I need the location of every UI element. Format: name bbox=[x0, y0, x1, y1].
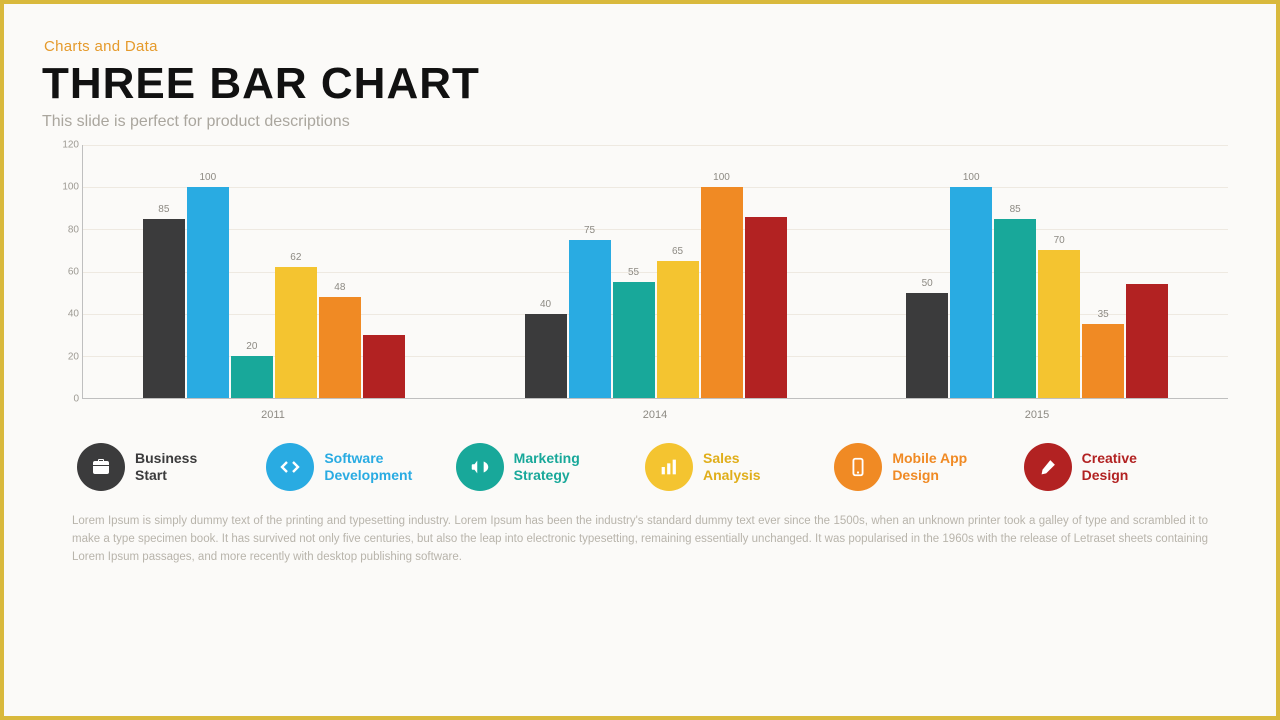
legend-label: BusinessStart bbox=[135, 450, 197, 484]
chart-group: 50100857035 bbox=[846, 145, 1228, 398]
chart-bar-label: 70 bbox=[1054, 235, 1065, 246]
chart-ytick: 60 bbox=[55, 267, 79, 278]
megaphone-icon bbox=[456, 443, 504, 491]
chart-bar: 65 bbox=[657, 261, 699, 398]
bars-icon bbox=[645, 443, 693, 491]
briefcase-icon bbox=[77, 443, 125, 491]
chart-bar: 100 bbox=[187, 187, 229, 398]
chart-bar bbox=[745, 217, 787, 398]
chart-bar-label: 62 bbox=[290, 252, 301, 263]
chart-bar-label: 85 bbox=[1010, 204, 1021, 215]
legend-item: Mobile AppDesign bbox=[834, 443, 1013, 491]
chart-xlabel: 2014 bbox=[464, 403, 846, 425]
chart-ytick: 40 bbox=[55, 309, 79, 320]
chart-bar: 35 bbox=[1082, 324, 1124, 398]
chart-xlabels: 201120142015 bbox=[82, 403, 1228, 425]
chart-group: 40755565100 bbox=[465, 145, 847, 398]
chart-xlabel: 2011 bbox=[82, 403, 464, 425]
legend-item: BusinessStart bbox=[77, 443, 256, 491]
code-icon bbox=[266, 443, 314, 491]
chart-bar: 85 bbox=[143, 219, 185, 398]
chart-bar-label: 100 bbox=[199, 172, 216, 183]
legend-label: CreativeDesign bbox=[1082, 450, 1137, 484]
brush-icon bbox=[1024, 443, 1072, 491]
bar-chart: 851002062484075556510050100857035 020406… bbox=[54, 145, 1228, 425]
slide-frame: Charts and Data THREE BAR CHART This sli… bbox=[0, 0, 1280, 720]
chart-bar: 100 bbox=[950, 187, 992, 398]
chart-bar bbox=[363, 335, 405, 398]
chart-groups: 851002062484075556510050100857035 bbox=[83, 145, 1228, 398]
legend-item: SoftwareDevelopment bbox=[266, 443, 445, 491]
chart-plot-area: 851002062484075556510050100857035 020406… bbox=[82, 145, 1228, 399]
legend-item: MarketingStrategy bbox=[456, 443, 635, 491]
chart-bar-label: 35 bbox=[1098, 309, 1109, 320]
chart-bar-label: 65 bbox=[672, 246, 683, 257]
chart-bar-label: 50 bbox=[922, 278, 933, 289]
page-title: THREE BAR CHART bbox=[42, 59, 1238, 109]
chart-bar-label: 75 bbox=[584, 225, 595, 236]
chart-ytick: 80 bbox=[55, 224, 79, 235]
legend-label: MarketingStrategy bbox=[514, 450, 580, 484]
body-text: Lorem Ipsum is simply dummy text of the … bbox=[72, 513, 1208, 566]
chart-bar: 20 bbox=[231, 356, 273, 398]
chart-bar bbox=[1126, 284, 1168, 398]
chart-ytick: 20 bbox=[55, 351, 79, 362]
chart-bar-label: 20 bbox=[246, 341, 257, 352]
chart-legend: BusinessStart SoftwareDevelopment Marketin… bbox=[77, 443, 1203, 491]
chart-ytick: 100 bbox=[55, 182, 79, 193]
mobile-icon bbox=[834, 443, 882, 491]
subtitle: This slide is perfect for product descri… bbox=[42, 113, 1238, 131]
chart-ytick: 0 bbox=[55, 394, 79, 405]
chart-bar: 48 bbox=[319, 297, 361, 398]
chart-bar: 62 bbox=[275, 267, 317, 398]
legend-label: SoftwareDevelopment bbox=[324, 450, 412, 484]
kicker: Charts and Data bbox=[44, 38, 1238, 55]
chart-bar-label: 100 bbox=[713, 172, 730, 183]
chart-bar: 75 bbox=[569, 240, 611, 398]
legend-label: SalesAnalysis bbox=[703, 450, 761, 484]
chart-bar-label: 55 bbox=[628, 267, 639, 278]
chart-bar: 55 bbox=[613, 282, 655, 398]
chart-ytick: 120 bbox=[55, 140, 79, 151]
chart-bar-label: 40 bbox=[540, 299, 551, 310]
chart-bar-label: 85 bbox=[158, 204, 169, 215]
chart-bar: 50 bbox=[906, 293, 948, 398]
chart-bar: 70 bbox=[1038, 250, 1080, 398]
chart-bar: 85 bbox=[994, 219, 1036, 398]
chart-bar-label: 48 bbox=[334, 282, 345, 293]
legend-item: CreativeDesign bbox=[1024, 443, 1203, 491]
legend-label: Mobile AppDesign bbox=[892, 450, 967, 484]
chart-xlabel: 2015 bbox=[846, 403, 1228, 425]
chart-group: 85100206248 bbox=[83, 145, 465, 398]
chart-bar: 100 bbox=[701, 187, 743, 398]
legend-item: SalesAnalysis bbox=[645, 443, 824, 491]
chart-bar: 40 bbox=[525, 314, 567, 398]
chart-bar-label: 100 bbox=[963, 172, 980, 183]
